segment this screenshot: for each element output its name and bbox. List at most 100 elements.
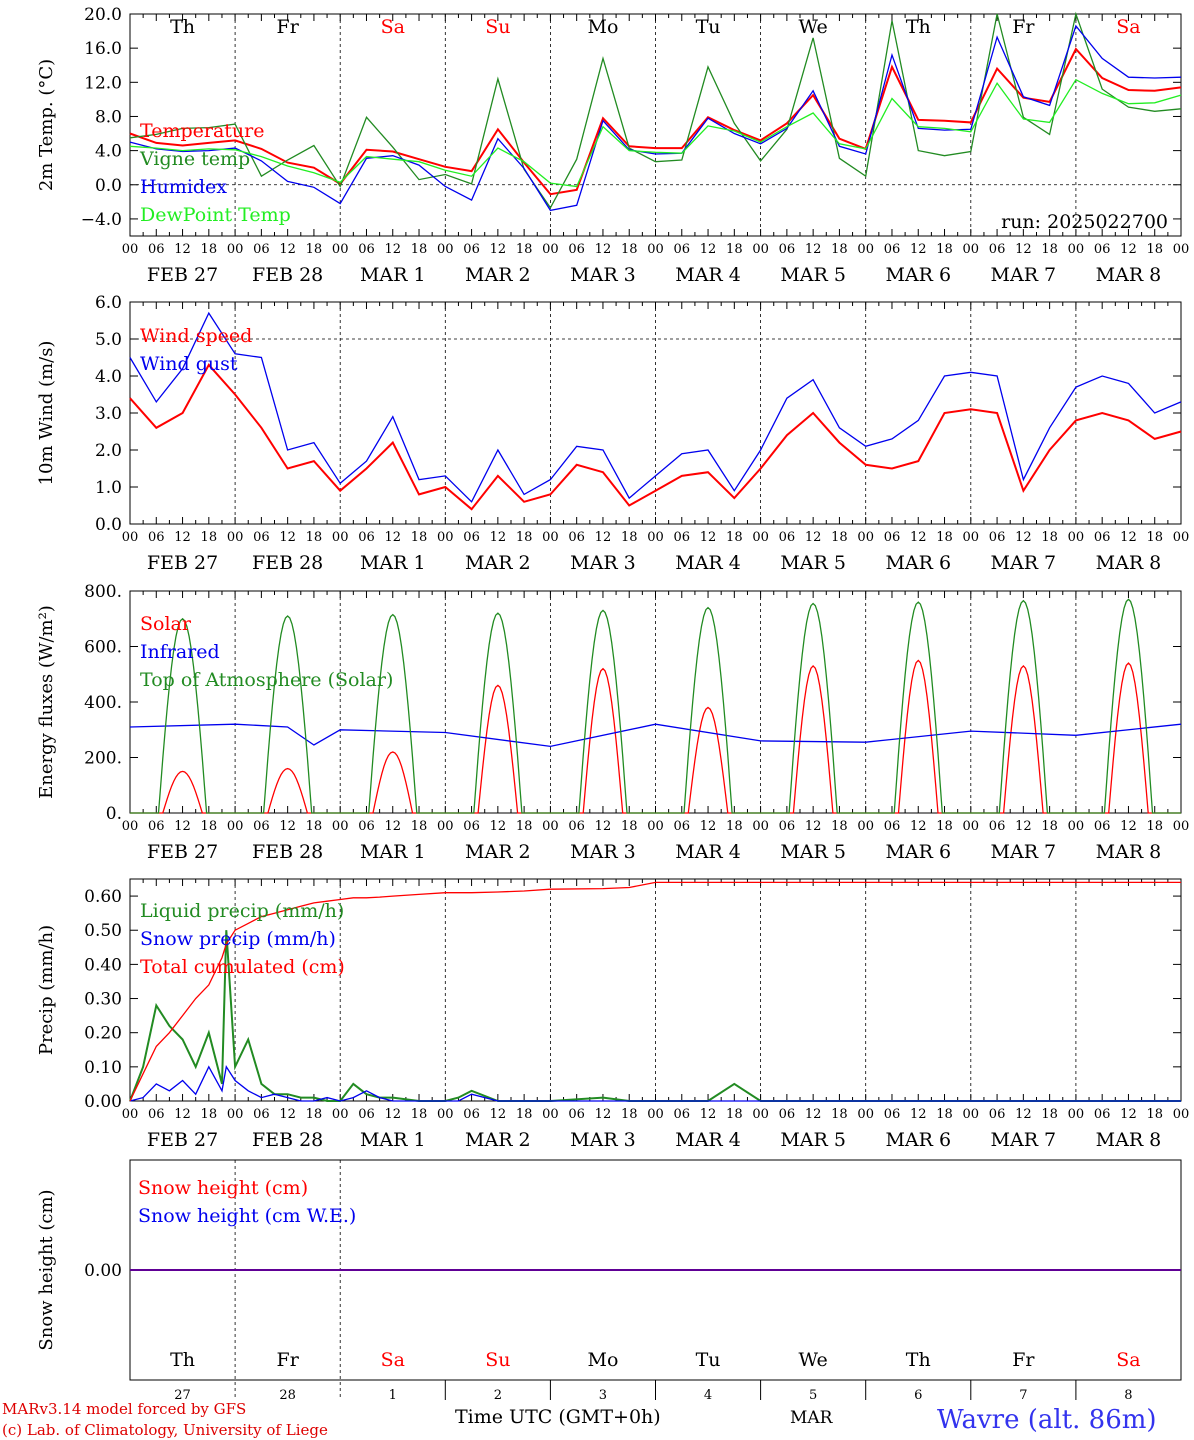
hour-tick-label: 12 (805, 1107, 822, 1122)
hour-tick-label: 00 (542, 242, 559, 257)
y-tick-label: 16.0 (84, 39, 122, 59)
legend-entry: Snow height (cm) (138, 1177, 308, 1199)
hour-tick-label: 06 (989, 1107, 1006, 1122)
series-line-wind-speed (129, 363, 1182, 511)
weekday-label: Sa (1116, 16, 1140, 38)
y-tick-label: 4.0 (95, 367, 122, 387)
weekday-label: Sa (381, 16, 405, 38)
legend-entry: Liquid precip (mm/h) (140, 900, 344, 922)
weekday-label: Th (170, 1349, 195, 1371)
y-tick-label: −4.0 (81, 210, 122, 230)
hour-tick-label: 18 (831, 1107, 848, 1122)
y-tick-label: 8.0 (95, 107, 122, 127)
hour-tick-label: 00 (227, 530, 244, 545)
hour-tick-label: 12 (490, 242, 507, 257)
legend-entry: Vigne temp (139, 148, 250, 170)
hour-tick-label: 18 (621, 819, 638, 834)
hour-tick-label: 00 (647, 1107, 664, 1122)
hour-tick-label: 12 (1015, 819, 1032, 834)
date-label: MAR 3 (570, 1129, 636, 1151)
hour-tick-label: 00 (332, 1107, 349, 1122)
hour-tick-label: 00 (857, 530, 874, 545)
weekday-label: Mo (587, 16, 618, 38)
hour-tick-label: 18 (1146, 819, 1163, 834)
y-tick-label: 800. (84, 582, 122, 602)
hour-tick-label: 18 (726, 819, 743, 834)
hour-tick-label: 00 (1068, 819, 1085, 834)
legend-entry: Wind speed (140, 325, 252, 347)
legend-entry: Snow precip (mm/h) (140, 928, 336, 950)
hour-tick-label: 06 (358, 819, 375, 834)
date-label: FEB 27 (147, 552, 218, 574)
y-tick-label: 0.40 (84, 955, 122, 975)
legend-entry: Wind gust (140, 353, 238, 375)
hour-tick-label: 12 (595, 242, 612, 257)
series-line-dewpoint-temp (129, 78, 1182, 188)
day-number-label: 1 (389, 1388, 397, 1403)
date-label: MAR 6 (885, 552, 951, 574)
hour-tick-label: 00 (647, 530, 664, 545)
hour-tick-label: 00 (122, 1107, 139, 1122)
date-label: MAR 4 (675, 552, 741, 574)
hour-tick-label: 18 (936, 1107, 953, 1122)
hour-tick-label: 18 (1041, 530, 1058, 545)
hour-tick-label: 18 (516, 530, 533, 545)
hour-tick-label: 18 (306, 530, 323, 545)
hour-tick-label: 12 (384, 1107, 401, 1122)
y-tick-label: 0.60 (84, 887, 122, 907)
hour-tick-label: 06 (884, 819, 901, 834)
y-tick-label: 0.0 (95, 515, 122, 535)
lab-credit: (c) Lab. of Climatology, University of L… (2, 1421, 328, 1439)
hour-tick-label: 00 (1173, 819, 1190, 834)
hour-tick-label: 12 (490, 530, 507, 545)
weekday-label: We (799, 1349, 828, 1371)
date-label: MAR 8 (1096, 264, 1162, 286)
hour-tick-label: 12 (805, 242, 822, 257)
hour-tick-label: 18 (936, 242, 953, 257)
hour-tick-label: 06 (884, 1107, 901, 1122)
hour-tick-label: 18 (1146, 530, 1163, 545)
hour-tick-label: 06 (358, 1107, 375, 1122)
legend-entry: DewPoint Temp (140, 204, 291, 226)
date-label: FEB 28 (252, 264, 323, 286)
hour-tick-label: 18 (306, 242, 323, 257)
date-label: FEB 27 (147, 264, 218, 286)
day-number-label: 2 (494, 1388, 502, 1403)
hour-tick-label: 00 (542, 819, 559, 834)
weekday-label: Sa (381, 1349, 405, 1371)
date-label: MAR 7 (991, 264, 1057, 286)
hour-tick-label: 00 (857, 1107, 874, 1122)
legend-entry: Solar (140, 613, 192, 635)
hour-tick-label: 06 (148, 819, 165, 834)
model-credit: MARv3.14 model forced by GFS (2, 1400, 246, 1418)
hour-tick-label: 18 (621, 1107, 638, 1122)
legend-entry: Infrared (140, 641, 220, 663)
hour-tick-label: 18 (516, 1107, 533, 1122)
legend-entry: Top of Atmosphere (Solar) (140, 669, 393, 691)
hour-tick-label: 00 (122, 242, 139, 257)
day-number-label: 27 (174, 1388, 191, 1403)
hour-tick-label: 06 (148, 530, 165, 545)
hour-tick-label: 18 (726, 1107, 743, 1122)
date-label: MAR 8 (1096, 841, 1162, 863)
y-axis-title: Energy fluxes (W/m²) (36, 605, 57, 799)
legend-entry: Snow height (cm W.E.) (138, 1205, 356, 1227)
hour-tick-label: 12 (1120, 530, 1137, 545)
hour-tick-label: 12 (174, 242, 191, 257)
hour-tick-label: 12 (490, 1107, 507, 1122)
weekday-label: Mo (587, 1349, 618, 1371)
y-tick-label: 3.0 (95, 404, 122, 424)
hour-tick-label: 00 (1173, 242, 1190, 257)
date-label: MAR 7 (991, 552, 1057, 574)
date-label: FEB 27 (147, 841, 218, 863)
hour-tick-label: 00 (963, 819, 980, 834)
hour-tick-label: 18 (1146, 1107, 1163, 1122)
date-label: MAR 5 (780, 264, 846, 286)
hour-tick-label: 12 (805, 530, 822, 545)
hour-tick-label: 06 (779, 1107, 796, 1122)
hour-tick-label: 12 (910, 530, 927, 545)
date-label: MAR 4 (675, 841, 741, 863)
hour-tick-label: 00 (542, 1107, 559, 1122)
hour-tick-label: 00 (752, 530, 769, 545)
series-line-vigne-temp (129, 11, 1182, 210)
